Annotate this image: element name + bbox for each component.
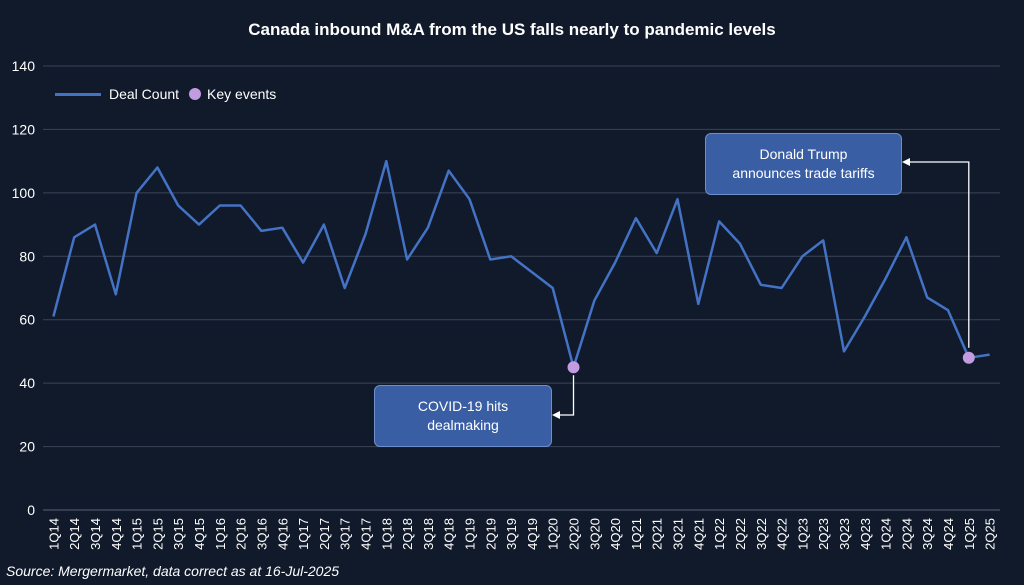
x-tick-label-1Q25: 1Q25 [962,518,977,550]
legend-label-key-events: Key events [207,86,277,102]
x-tick-label-2Q21: 2Q21 [650,518,665,550]
x-tick-label-2Q14: 2Q14 [67,518,82,550]
x-tick-label-4Q14: 4Q14 [109,518,124,550]
x-tick-label-2Q25: 2Q25 [983,518,998,550]
x-tick-label-4Q16: 4Q16 [275,518,290,550]
x-tick-label-2Q22: 2Q22 [733,518,748,550]
chart-legend: Deal Count Key events [55,86,276,102]
legend-dot-swatch [189,88,202,100]
x-tick-label-4Q20: 4Q20 [608,518,623,550]
legend-label-deal-count: Deal Count [109,86,180,102]
x-tick-label-1Q19: 1Q19 [462,518,477,550]
annotation-covid: COVID-19 hits dealmaking [374,385,552,447]
x-tick-label-2Q23: 2Q23 [816,518,831,550]
x-tick-label-2Q18: 2Q18 [400,518,415,550]
annotation-covid-line1: COVID-19 hits [417,398,509,414]
y-tick-label-100: 100 [12,185,36,201]
x-tick-label-4Q21: 4Q21 [691,518,706,550]
x-tick-label-1Q16: 1Q16 [213,518,228,550]
x-tick-label-1Q15: 1Q15 [130,518,145,550]
x-tick-label-1Q21: 1Q21 [629,518,644,550]
x-tick-label-2Q19: 2Q19 [483,518,498,550]
x-tick-label-1Q23: 1Q23 [795,518,810,550]
x-tick-label-3Q23: 3Q23 [837,518,852,550]
y-tick-label-20: 20 [19,439,35,455]
legend-line-swatch [55,92,101,96]
x-tick-label-3Q19: 3Q19 [504,518,519,550]
annotation-connector-tariffs [910,161,970,348]
source-note: Source: Mergermarket, data correct as at… [6,563,340,579]
key-event-dot-2Q20 [567,361,580,374]
x-tick-label-2Q17: 2Q17 [317,518,332,550]
x-tick-label-4Q15: 4Q15 [192,518,207,550]
x-tick-label-3Q16: 3Q16 [254,518,269,550]
annotation-covid-line2: dealmaking [427,417,499,433]
x-tick-label-3Q15: 3Q15 [171,518,186,550]
annotation-tariffs-line2: announces trade tariffs [732,165,875,181]
x-tick-label-1Q14: 1Q14 [46,518,61,550]
x-tick-label-4Q17: 4Q17 [358,518,373,550]
x-tick-label-2Q24: 2Q24 [899,518,914,550]
x-tick-label-4Q18: 4Q18 [442,518,457,550]
x-tick-label-3Q21: 3Q21 [671,518,686,550]
x-tick-label-4Q24: 4Q24 [941,518,956,550]
y-tick-label-120: 120 [12,121,36,137]
y-tick-label-140: 140 [12,58,36,74]
annotation-tariffs-line1: Donald Trump [759,146,848,162]
y-tick-label-0: 0 [27,502,35,518]
annotation-arrowhead-covid [552,411,560,419]
x-tick-label-1Q22: 1Q22 [712,518,727,550]
y-tick-label-60: 60 [19,312,35,328]
x-tick-label-4Q22: 4Q22 [775,518,790,550]
key-event-dot-1Q25 [962,351,975,364]
x-tick-label-4Q19: 4Q19 [525,518,540,550]
annotation-connector-covid [560,375,575,416]
x-tick-label-3Q20: 3Q20 [587,518,602,550]
chart-title: Canada inbound M&A from the US falls nea… [248,20,776,39]
x-tick-label-1Q17: 1Q17 [296,518,311,550]
y-tick-label-40: 40 [19,375,35,391]
annotation-arrowhead-tariffs [902,158,910,166]
x-tick-label-1Q20: 1Q20 [546,518,561,550]
x-tick-label-3Q17: 3Q17 [338,518,353,550]
x-tick-label-4Q23: 4Q23 [858,518,873,550]
annotation-tariffs: Donald Trump announces trade tariffs [705,133,902,195]
x-tick-label-1Q18: 1Q18 [379,518,394,550]
x-tick-label-2Q16: 2Q16 [234,518,249,550]
x-tick-label-3Q22: 3Q22 [754,518,769,550]
x-tick-label-3Q14: 3Q14 [88,518,103,550]
x-tick-label-2Q20: 2Q20 [567,518,582,550]
series-line-deal-count [52,159,990,369]
x-tick-label-1Q24: 1Q24 [879,518,894,550]
x-tick-label-3Q18: 3Q18 [421,518,436,550]
y-tick-label-80: 80 [19,248,35,264]
x-tick-label-2Q15: 2Q15 [150,518,165,550]
x-tick-label-3Q24: 3Q24 [920,518,935,550]
